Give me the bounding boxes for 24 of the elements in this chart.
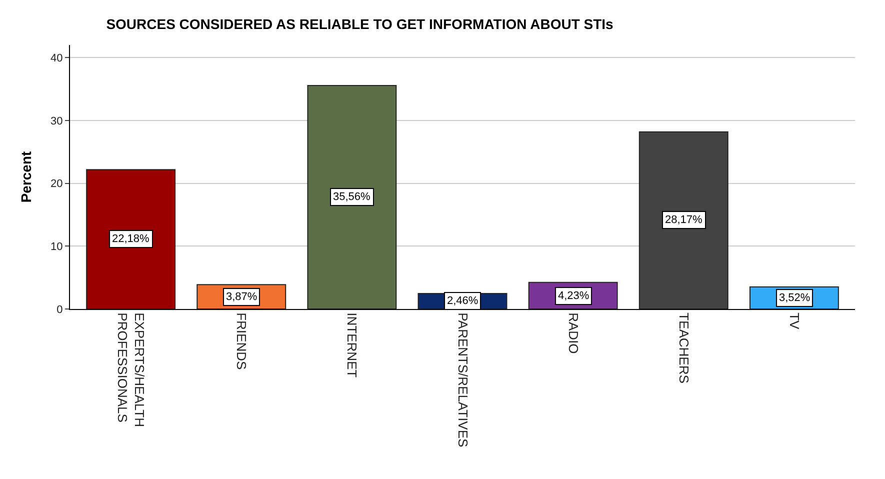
data-label: 35,56% bbox=[333, 191, 371, 203]
y-tick-label: 40 bbox=[50, 52, 63, 64]
y-axis-title: Percent bbox=[18, 150, 34, 203]
x-tick-label: TEACHERS bbox=[676, 312, 692, 384]
y-tick-label: 10 bbox=[50, 240, 63, 253]
chart-title: SOURCES CONSIDERED AS RELIABLE TO GET INFORMATION ABOUT STIs bbox=[106, 16, 614, 32]
bar bbox=[86, 169, 176, 309]
bar bbox=[638, 131, 728, 309]
x-tick-label: EXPERTS/HEALTH PROFESSIONALS bbox=[115, 312, 148, 427]
data-label: 3,87% bbox=[226, 291, 258, 303]
y-tick-label: 0 bbox=[56, 304, 63, 316]
data-label: 4,23% bbox=[558, 290, 590, 302]
bar bbox=[307, 84, 397, 309]
data-label: 28,17% bbox=[665, 214, 703, 226]
y-tick-label: 30 bbox=[50, 115, 63, 128]
y-tick-label: 20 bbox=[50, 178, 63, 190]
data-label: 22,18% bbox=[112, 233, 150, 245]
x-tick-label: PARENTS/RELATIVES bbox=[455, 312, 470, 448]
x-tick-label: RADIO bbox=[566, 312, 581, 354]
data-label: 3,52% bbox=[779, 292, 810, 304]
x-tick-label: FRIENDS bbox=[234, 312, 250, 370]
x-tick-label: TV bbox=[786, 312, 802, 330]
x-tick-label: INTERNET bbox=[344, 312, 360, 378]
data-label: 2,46% bbox=[447, 295, 478, 307]
